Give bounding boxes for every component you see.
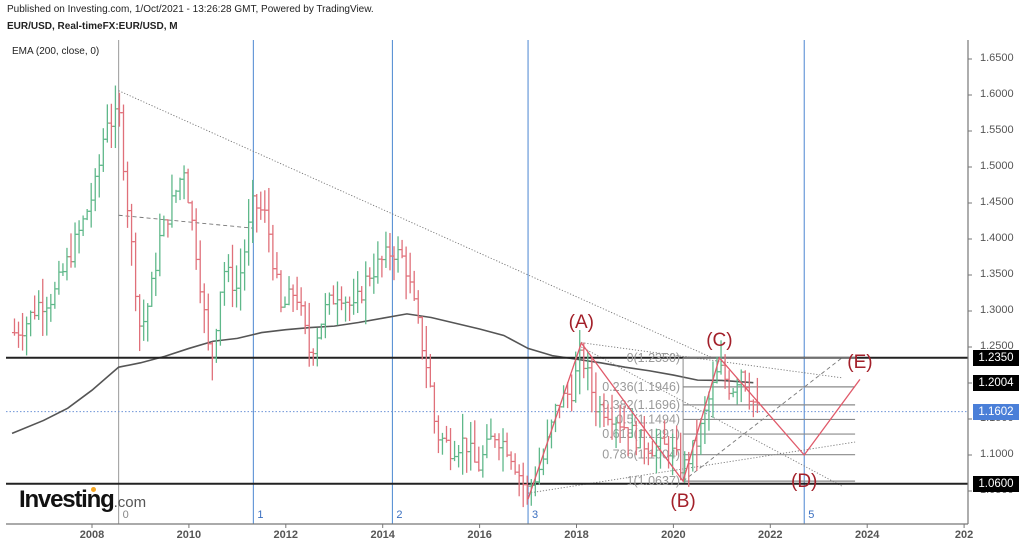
vertical-marker-number: 2 [396, 509, 403, 521]
y-tick-label: 1.6000 [980, 88, 1014, 100]
elliott-wave-path [527, 341, 861, 500]
price-tag: 1.1602 [973, 403, 1019, 420]
ohlc-bars [11, 85, 760, 508]
wave-label: (C) [706, 330, 733, 352]
x-tick-label: 2016 [467, 529, 492, 541]
wave-label: (A) [568, 312, 595, 334]
svg-text:0.236(1.1946): 0.236(1.1946) [602, 380, 680, 394]
y-tick-label: 1.2500 [980, 340, 1014, 352]
ema-indicator-label[interactable]: EMA (200, close, 0) [12, 46, 100, 57]
svg-text:1(1.0637): 1(1.0637) [627, 474, 681, 488]
svg-text:0.5(1.1494): 0.5(1.1494) [616, 412, 680, 426]
logo-brand: Investing [19, 486, 115, 513]
vertical-marker-number: 1 [257, 509, 264, 521]
x-tick-label: 2010 [176, 529, 202, 541]
published-caption: Published on Investing.com, 1/Oct/2021 -… [7, 4, 374, 15]
svg-text:0(1.2350): 0(1.2350) [627, 351, 681, 365]
vertical-markers [6, 40, 968, 524]
y-tick-label: 1.5500 [980, 124, 1014, 136]
logo-suffix: .com [113, 494, 147, 511]
chart-axes [6, 40, 972, 528]
y-tick-label: 1.3000 [980, 304, 1014, 316]
y-tick-label: 1.4500 [980, 196, 1014, 208]
wave-label: (D) [791, 470, 818, 492]
investing-logo: Investing.com [19, 486, 146, 514]
x-tick-label: 2024 [854, 529, 880, 541]
y-tick-label: 1.1000 [980, 448, 1014, 460]
x-tick-label: 2018 [564, 529, 589, 541]
price-tag: 1.0600 [973, 475, 1019, 492]
x-tick-label: 2020 [661, 529, 686, 541]
x-tick-label: 2022 [758, 529, 783, 541]
x-tick-label: 2012 [273, 529, 299, 541]
vertical-marker-number: 5 [808, 509, 815, 521]
logo-dot-icon [91, 487, 96, 492]
wave-label: (B) [670, 490, 696, 512]
price-tag: 1.2004 [973, 374, 1019, 391]
y-tick-label: 1.6500 [980, 52, 1014, 64]
x-tick-label: 2008 [79, 529, 105, 541]
svg-text:0.382(1.1696): 0.382(1.1696) [602, 398, 680, 412]
vertical-marker-number: 3 [532, 509, 539, 521]
symbol-title: EUR/USD, Real-timeFX:EUR/USD, M [7, 21, 178, 32]
ema-200-line [11, 313, 754, 435]
price-tag: 1.2350 [973, 349, 1019, 366]
y-tick-label: 1.3500 [980, 268, 1014, 280]
x-tick-label: 202 [954, 529, 974, 541]
wave-label: (E) [847, 351, 873, 373]
y-tick-label: 1.4000 [980, 232, 1014, 244]
x-tick-label: 2014 [370, 529, 395, 541]
vertical-marker-number: 0 [122, 509, 129, 521]
y-tick-label: 1.5000 [980, 160, 1014, 172]
horizontal-levels [6, 356, 968, 485]
